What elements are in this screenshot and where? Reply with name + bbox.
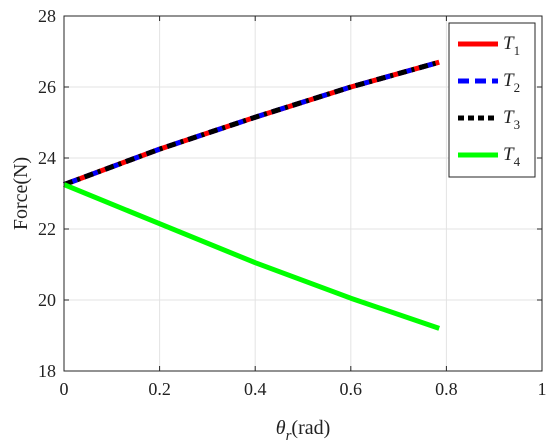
y-tick-label: 24 xyxy=(38,148,56,168)
y-tick-label: 28 xyxy=(38,6,56,26)
legend-label-t1: T1 xyxy=(503,33,520,58)
legend-label-t4: T4 xyxy=(503,144,521,169)
legend-box xyxy=(448,22,536,178)
x-tick-label: 0.6 xyxy=(340,379,363,399)
series-lines xyxy=(63,59,441,331)
legend-entries: T1 T2 T3 T4 xyxy=(458,33,521,169)
plot-frame xyxy=(63,15,543,372)
series-line-t3 xyxy=(63,59,440,187)
series-line-t4 xyxy=(63,182,441,331)
y-tick-label: 26 xyxy=(38,77,56,97)
y-axis-title: Force(N) xyxy=(10,157,32,230)
legend-label-t3: T3 xyxy=(503,107,520,132)
y-tick-label: 18 xyxy=(38,361,56,381)
axis-ticks: 0 0.2 0.4 0.6 0.8 1 18 20 22 24 26 28 xyxy=(38,6,547,399)
x-tick-label: 0.2 xyxy=(148,379,171,399)
x-tick-label: 1 xyxy=(538,379,547,399)
x-tick-label: 0.8 xyxy=(435,379,458,399)
x-tick-label: 0.4 xyxy=(244,379,267,399)
y-tick-label: 20 xyxy=(38,290,56,310)
legend-label-t2: T2 xyxy=(503,70,520,95)
x-axis-title: θr(rad) xyxy=(276,417,331,444)
legend: T1 T2 T3 T4 xyxy=(448,22,536,178)
x-tick-label: 0 xyxy=(60,379,69,399)
y-tick-label: 22 xyxy=(38,219,56,239)
